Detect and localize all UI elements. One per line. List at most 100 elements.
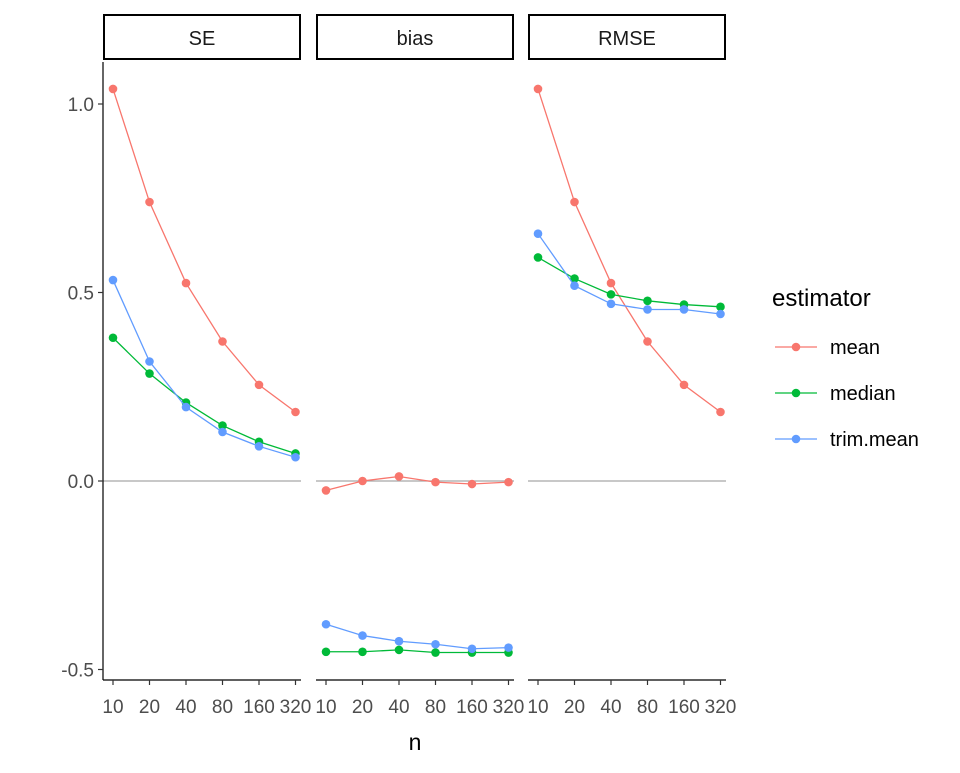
data-point-mean <box>358 476 367 486</box>
facet-strip <box>528 14 726 60</box>
series-line-median <box>112 337 296 455</box>
facet-strip-label: SE <box>189 28 216 50</box>
data-point-mean <box>606 278 616 288</box>
data-point-trim-mean <box>181 402 191 412</box>
data-point-trim-mean <box>467 644 477 654</box>
data-point-mean <box>181 278 191 288</box>
series-line-median <box>326 649 509 654</box>
data-point-trim-mean <box>570 281 579 291</box>
legend-key-point <box>791 388 801 398</box>
data-point-mean <box>145 197 154 207</box>
y-tick-label: 0.0 <box>68 472 94 493</box>
x-tick-label: 320 <box>493 697 525 718</box>
y-tick-label: 1.0 <box>68 95 94 116</box>
data-point-mean <box>716 407 725 417</box>
data-point-trim-mean <box>394 636 404 646</box>
data-point-trim-mean <box>533 229 543 238</box>
legend: estimator mean median trim.mean <box>772 285 919 451</box>
data-point-trim-mean <box>606 299 616 309</box>
data-point-trim-mean <box>679 305 689 314</box>
series-line-mean <box>537 88 721 413</box>
data-point-median <box>533 253 543 262</box>
data-point-trim-mean <box>358 631 367 640</box>
legend-item-mean: mean <box>775 337 880 359</box>
data-point-trim-mean <box>716 309 725 319</box>
data-point-trim-mean <box>321 619 331 629</box>
legend-label: trim.mean <box>830 429 919 451</box>
data-point-trim-mean <box>431 639 440 649</box>
x-tick-label: 80 <box>637 697 658 718</box>
x-tick-label: 10 <box>102 697 123 718</box>
data-point-mean <box>394 472 404 481</box>
x-tick-label: 80 <box>212 697 233 718</box>
legend-label: median <box>830 383 896 405</box>
legend-key-point <box>791 342 801 352</box>
data-point-trim-mean <box>291 452 300 462</box>
x-tick-label: 40 <box>388 697 409 718</box>
facet-panel-bias: bias 10 20 40 80 160 320 <box>315 14 525 718</box>
y-tick-label: -0.5 <box>61 661 94 682</box>
data-point-mean <box>533 84 543 94</box>
data-point-median <box>321 647 331 657</box>
legend-label: mean <box>830 337 880 359</box>
data-point-trim-mean <box>108 275 118 285</box>
data-point-trim-mean <box>643 305 652 314</box>
data-point-mean <box>504 477 513 487</box>
x-tick-label: 20 <box>352 697 373 718</box>
facet-panel-rmse: RMSE 10 20 40 80 160 320 <box>527 14 736 718</box>
legend-title: estimator <box>772 285 871 312</box>
series-line-median <box>537 256 721 308</box>
x-tick-label: 10 <box>527 697 548 718</box>
x-tick-label: 320 <box>280 697 312 718</box>
data-point-trim-mean <box>254 442 264 451</box>
x-tick-label: 10 <box>315 697 336 718</box>
facet-strip <box>103 14 301 60</box>
data-point-median <box>108 333 118 343</box>
data-point-median <box>394 645 404 655</box>
x-tick-label: 160 <box>456 697 488 718</box>
data-point-mean <box>431 477 440 487</box>
x-tick-label: 40 <box>175 697 196 718</box>
data-point-median <box>606 290 616 299</box>
data-point-mean <box>321 486 331 495</box>
x-tick-label: 160 <box>243 697 275 718</box>
legend-item-median: median <box>775 383 896 405</box>
facet-strip <box>316 14 514 60</box>
data-point-mean <box>108 84 118 94</box>
series-line-mean <box>325 475 509 492</box>
data-point-trim-mean <box>504 643 513 652</box>
series-line-mean <box>112 88 296 413</box>
data-point-median <box>643 296 652 306</box>
facet-panel-se: SE 10 20 40 80 160 320 <box>102 14 312 718</box>
legend-item-trim-mean: trim.mean <box>775 429 919 451</box>
x-axis-title: n <box>409 729 422 755</box>
data-point-median <box>716 302 725 312</box>
data-point-median <box>431 648 440 657</box>
x-tick-label: 40 <box>600 697 621 718</box>
facet-strip-label: RMSE <box>598 28 656 50</box>
y-tick-label: 0.5 <box>68 284 94 305</box>
data-point-mean <box>570 197 579 207</box>
x-tick-label: 20 <box>564 697 585 718</box>
data-point-trim-mean <box>145 357 154 366</box>
series-line-trim-mean <box>537 233 721 315</box>
data-point-mean <box>679 380 689 390</box>
data-point-median <box>218 421 227 430</box>
data-point-mean <box>218 337 227 346</box>
data-point-median <box>570 274 579 283</box>
legend-key-point <box>791 434 801 444</box>
series-line-trim-mean <box>325 623 509 650</box>
axes-layer: -0.5 0.0 0.5 1.0 <box>61 62 104 682</box>
data-point-mean <box>643 337 652 346</box>
data-point-trim-mean <box>218 427 227 437</box>
x-tick-label: 160 <box>668 697 700 718</box>
data-point-mean <box>254 380 264 390</box>
facet-strip-label: bias <box>397 28 434 50</box>
x-tick-label: 80 <box>425 697 446 718</box>
data-point-median <box>145 369 154 378</box>
x-tick-label: 20 <box>139 697 160 718</box>
series-line-trim-mean <box>112 279 296 458</box>
